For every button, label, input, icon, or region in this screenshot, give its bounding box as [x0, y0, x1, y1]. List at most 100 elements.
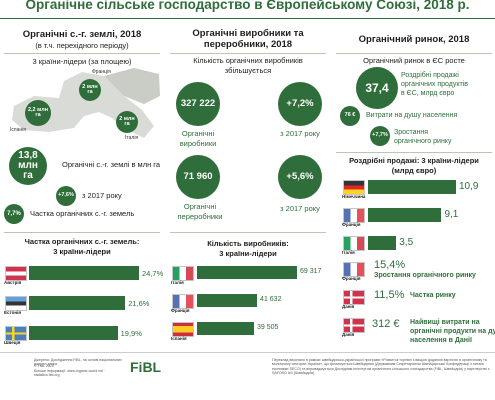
map-country: Італія: [125, 135, 139, 141]
flag: [5, 266, 27, 281]
stat-circle: +7,2%: [278, 82, 322, 126]
stat-circle: 7,7%: [4, 204, 24, 224]
footer-source: Джерело: Дослідження FiBL, на основі нац…: [34, 358, 122, 367]
section-title: (млрд євро): [391, 166, 437, 175]
section-title: 3 країни-лідери (за площею): [32, 57, 132, 66]
bar: [197, 322, 254, 335]
flag: [343, 262, 365, 277]
column-subheader: (в т.ч. перехідного періоду): [35, 41, 129, 50]
stat-label: Частка органічних с.-г. земель: [30, 209, 135, 218]
stat-label: з 2017 року: [280, 204, 320, 213]
divider: [336, 152, 492, 153]
map-bubble: 2 млн га: [79, 79, 101, 101]
column-header: переробники, 2018: [203, 39, 293, 50]
bar: [368, 236, 397, 250]
footer-note: Переклад виконано в рамках швейцарсько-у…: [272, 358, 490, 376]
flag: [343, 180, 365, 195]
stat-label: Органічні: [183, 202, 217, 211]
divider: [170, 232, 326, 233]
stat-circle: +5,6%: [278, 155, 322, 199]
stat-label: Органічні: [181, 129, 215, 138]
flag: [5, 296, 27, 311]
fact-label: Зростання органічного ринку: [374, 272, 476, 279]
value-label: 19,9%: [120, 328, 142, 338]
flag: [172, 322, 194, 337]
flag: [343, 318, 365, 333]
fact-value: 11,5%: [374, 289, 405, 301]
section-title: Роздрібні продажі: 3 країни-лідери: [349, 156, 479, 165]
country-label: Австрія: [4, 280, 22, 285]
section-title: Кількість органічних виробників: [193, 56, 303, 65]
section-title: 3 країни-лідери: [53, 247, 111, 256]
country-label: Італія: [171, 280, 184, 285]
country-label: Данія: [342, 304, 355, 309]
stat-label: переробники: [177, 212, 223, 221]
bar: [197, 294, 258, 307]
country-label: Франція: [171, 308, 190, 313]
stat-label: Витрати на душу населення: [366, 112, 458, 119]
bar: [29, 266, 139, 280]
section-title: збільшується: [224, 66, 272, 75]
value-label: 69 317: [300, 268, 322, 276]
country-label: Естонія: [4, 310, 21, 315]
footer-rule: [0, 352, 495, 353]
flag: [172, 294, 194, 309]
divider: [170, 53, 326, 54]
bar: [368, 208, 442, 222]
flag: [343, 236, 365, 251]
divider: [4, 53, 160, 54]
bar: [368, 180, 456, 194]
flag: [172, 266, 194, 281]
footer-copyright: © FiBL 2020: [34, 364, 54, 368]
value-label: 21,6%: [128, 298, 150, 308]
stat-circle: 76 €: [340, 106, 360, 126]
country-label: Франція: [342, 276, 361, 281]
stat-label: Органічні с.-г. землі в млн га: [62, 160, 161, 169]
flag: [5, 326, 27, 341]
stat-circle: +7,6%: [56, 186, 76, 206]
fact-label: населення в Данії: [410, 337, 472, 344]
section-title: Кількість виробників:: [207, 239, 289, 248]
country-label: Іспанія: [171, 336, 187, 341]
title: Органічне сільське господарство в Європе…: [25, 0, 470, 12]
section-title: Частка органічних с.-г. земель:: [24, 237, 140, 246]
country-label: Німеччина: [342, 194, 366, 199]
stat-label: Зростання: [394, 129, 429, 136]
section-title: 3 країни-лідери: [219, 249, 277, 258]
value-label: 3,5: [399, 237, 414, 248]
country-label: Франція: [342, 222, 361, 227]
fact-label: Частка ринку: [410, 292, 456, 299]
value-label: 10,9: [459, 181, 479, 192]
flag: [343, 290, 365, 305]
fact-label: органічні продукти на душу: [410, 328, 495, 335]
column-header: Органічні виробники та: [192, 28, 304, 39]
stat-label: Роздрібні продажі: [401, 72, 459, 79]
bar: [29, 296, 126, 310]
footer-more: Більше інформації: www.organic-world.net…: [34, 369, 106, 378]
stat-circle: +7,7%: [370, 126, 390, 146]
value-label: 39 505: [256, 324, 279, 332]
country-label: Данія: [342, 332, 355, 337]
section-title: Органічний ринок в ЄС росте: [363, 56, 465, 65]
stat-label: в ЄС, млрд євро: [401, 90, 455, 97]
fact-value: 15,4%: [374, 259, 406, 271]
column-header: Органічний ринок, 2018: [358, 34, 470, 45]
fact-label: Найвищі витрати на: [410, 319, 480, 326]
divider: [336, 53, 492, 54]
stat-label: органічного ринку: [394, 138, 452, 145]
map-country: Франція: [92, 69, 111, 75]
stat-circle: 327 222: [176, 82, 220, 126]
title-rule: [0, 18, 495, 19]
value-label: 41 632: [260, 296, 282, 304]
stat-circle: 71 960: [176, 155, 220, 199]
stat-label: органічних продуктів: [401, 81, 468, 88]
map-country: Іспанія: [10, 127, 26, 133]
stat-label: з 2017 року: [82, 191, 122, 200]
flag: [343, 208, 365, 223]
stat-label: з 2017 року: [280, 129, 320, 138]
value-label: 9,1: [444, 209, 459, 220]
country-label: Швеція: [4, 340, 21, 345]
map-bubble: 2 млн га: [116, 111, 138, 133]
fact-value: 312 €: [372, 318, 400, 330]
